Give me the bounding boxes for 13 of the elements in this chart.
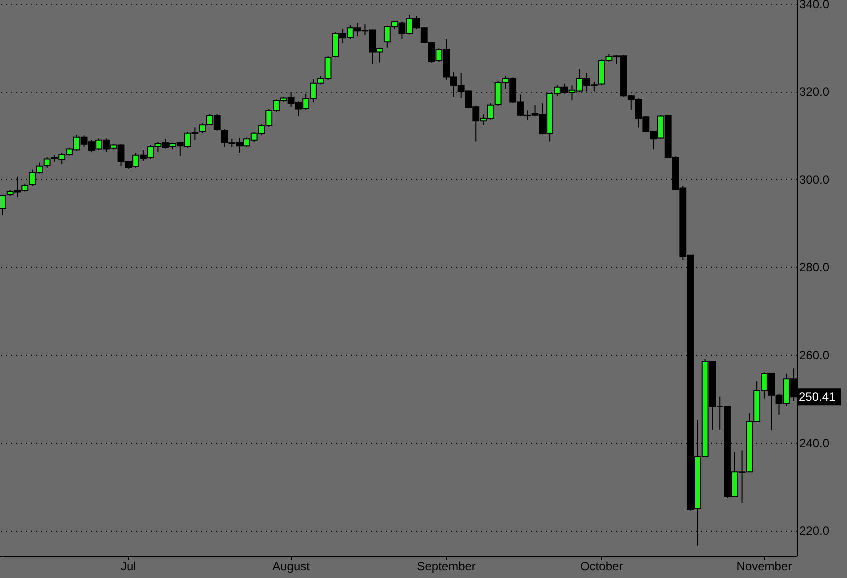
y-tick-label: 280.0 <box>800 260 830 275</box>
annotation: 250.41 <box>799 390 836 404</box>
y-tick-label: 220.0 <box>800 524 830 538</box>
x-tick-label: October <box>580 560 624 574</box>
y-tick-label: 240.0 <box>800 436 830 450</box>
y-tick-label: 300.0 <box>800 172 830 187</box>
x-tick-label: August <box>272 560 311 574</box>
x-tick-label: Jul <box>120 560 136 574</box>
x-tick-label: November <box>736 560 792 574</box>
y-tick-label: 320.0 <box>800 85 830 100</box>
x-tick-label: September <box>417 560 476 574</box>
y-tick-label: 340.0 <box>800 0 830 12</box>
y-tick-label: 260.0 <box>800 348 830 363</box>
